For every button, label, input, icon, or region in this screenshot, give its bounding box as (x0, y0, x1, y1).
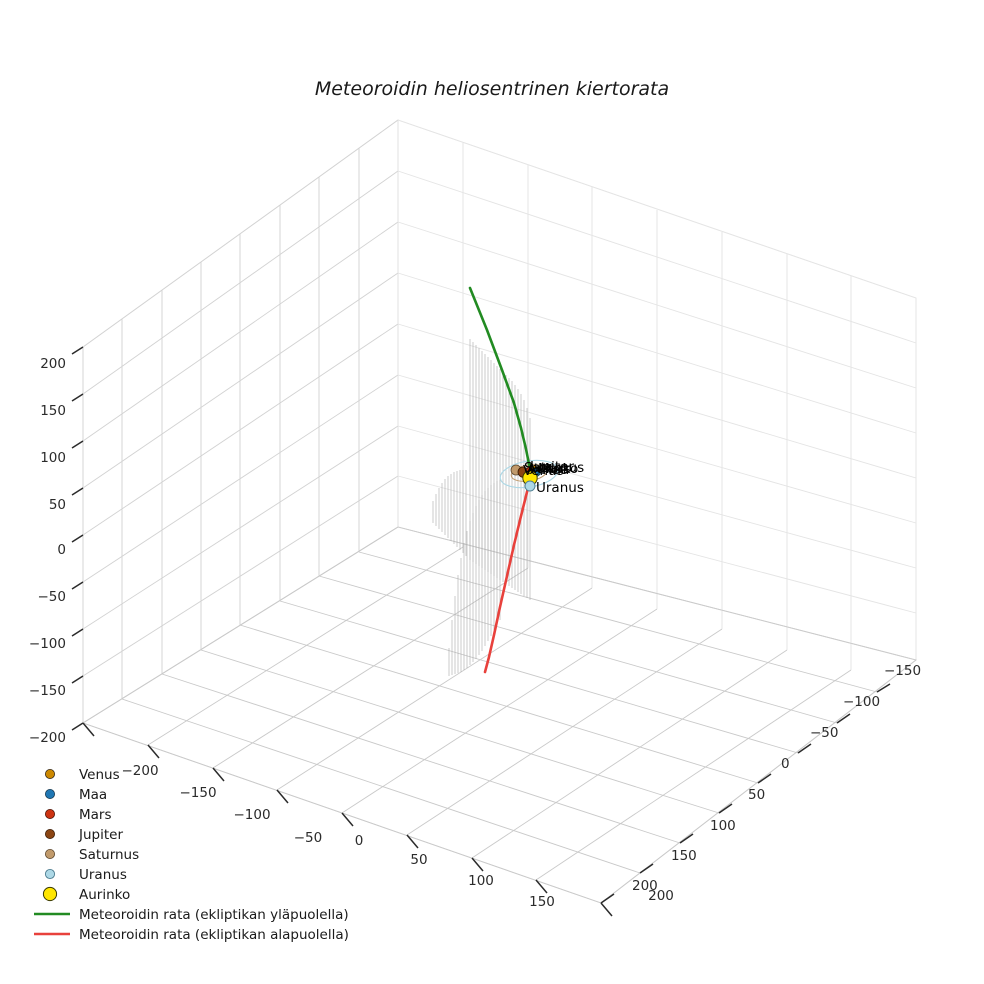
annotation-uranus: Uranus (536, 480, 584, 496)
meteoroid-track-above-ecliptic (468, 286, 533, 474)
legend-item-jupiter[interactable]: Jupiter (45, 827, 123, 843)
annotation-maa: Maa (541, 462, 569, 478)
z-tick-label: 200 (40, 356, 66, 372)
x-axis: −200 −150 −100 −50 0 50 100 150 200 (82, 722, 674, 917)
legend-label: Meteoroidin rata (ekliptikan alapuolella… (79, 927, 349, 943)
legend-item-maa[interactable]: Maa (45, 787, 107, 803)
legend-item-track-below[interactable]: Meteoroidin rata (ekliptikan alapuolella… (34, 927, 349, 943)
legend-label: Meteoroidin rata (ekliptikan yläpuolella… (79, 907, 349, 923)
y-tick-label: 50 (748, 787, 765, 803)
legend-label: Mars (79, 807, 112, 823)
y-tick-label: −150 (884, 663, 921, 679)
z-tick-label: −50 (38, 589, 67, 605)
grid-floor (82, 526, 917, 904)
grid-right-wall (397, 119, 917, 670)
x-tick-label: 0 (355, 833, 364, 849)
legend-marker-icon (45, 849, 56, 860)
legend: Venus Maa Mars Jupiter Saturnus Uranus (34, 767, 349, 943)
marker-uranus (524, 480, 536, 492)
legend-item-track-above[interactable]: Meteoroidin rata (ekliptikan yläpuolella… (34, 907, 349, 923)
x-tick-label: 100 (468, 873, 494, 889)
z-axis: 200 150 100 50 0 −50 −100 −150 −200 (29, 346, 84, 746)
legend-label: Venus (79, 767, 120, 783)
legend-item-mars[interactable]: Mars (45, 807, 112, 823)
x-tick-label: −150 (179, 785, 216, 801)
legend-item-aurinko[interactable]: Aurinko (42, 886, 130, 903)
legend-marker-icon (45, 789, 56, 800)
annotation-aurinko: Aurinko (527, 461, 578, 477)
legend-label: Uranus (79, 867, 127, 883)
legend-item-venus[interactable]: Venus (45, 767, 120, 783)
z-tick-label: −100 (29, 636, 66, 652)
y-tick-label: 200 (632, 878, 658, 894)
x-tick-label: 200 (648, 888, 674, 904)
legend-item-saturnus[interactable]: Saturnus (45, 847, 139, 863)
legend-marker-icon (45, 769, 56, 780)
x-tick-label: 50 (410, 852, 427, 868)
annotation-jupiter: Jupiter (529, 459, 574, 475)
z-tick-label: −150 (29, 683, 66, 699)
legend-label: Aurinko (79, 887, 130, 903)
legend-label: Saturnus (79, 847, 139, 863)
legend-label: Maa (79, 787, 107, 803)
z-tick-label: 50 (49, 497, 66, 513)
x-tick-label: −50 (294, 830, 323, 846)
y-tick-label: 150 (671, 848, 697, 864)
y-tick-label: 100 (710, 818, 736, 834)
z-tick-label: 0 (57, 542, 66, 558)
z-tick-label: 100 (40, 450, 66, 466)
legend-marker-icon (44, 868, 56, 880)
z-tick-label: −200 (29, 730, 66, 746)
x-tick-label: −200 (121, 763, 158, 779)
annotation-venus: Venus (523, 463, 564, 479)
body-annotations: Saturnus Jupiter Mars Venus Maa Aurinko … (523, 459, 584, 496)
y-axis: −150 −100 −50 0 50 100 150 200 (600, 663, 921, 904)
legend-item-uranus[interactable]: Uranus (44, 867, 127, 883)
legend-marker-icon (42, 886, 58, 902)
annotation-mars: Mars (538, 461, 571, 477)
z-tick-label: 150 (40, 403, 66, 419)
page-title: Meteoroidin heliosentrinen kiertorata (315, 78, 669, 100)
y-tick-label: −100 (843, 694, 880, 710)
legend-marker-icon (45, 829, 56, 840)
y-tick-label: 0 (781, 756, 790, 772)
x-tick-label: 150 (529, 894, 555, 910)
legend-marker-icon (45, 809, 56, 820)
meteoroid-track-below-ecliptic (483, 472, 533, 674)
annotation-saturnus: Saturnus (524, 460, 584, 476)
y-tick-label: −50 (810, 725, 839, 741)
x-tick-label: −100 (233, 807, 270, 823)
body-markers (510, 464, 541, 492)
legend-label: Jupiter (78, 827, 123, 843)
